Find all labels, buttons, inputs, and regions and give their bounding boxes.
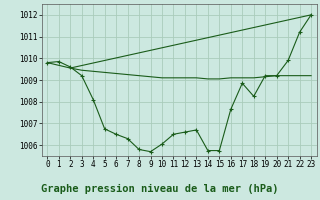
Text: Graphe pression niveau de la mer (hPa): Graphe pression niveau de la mer (hPa) — [41, 184, 279, 194]
